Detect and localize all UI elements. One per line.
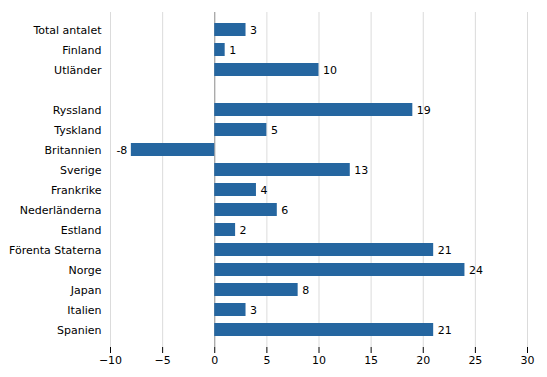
svg-text:Ryssland: Ryssland: [53, 104, 102, 117]
svg-text:0: 0: [211, 354, 218, 367]
svg-text:30: 30: [521, 354, 535, 367]
svg-text:5: 5: [271, 124, 278, 137]
svg-text:Estland: Estland: [61, 224, 102, 237]
svg-text:Italien: Italien: [67, 304, 101, 317]
svg-text:Finland: Finland: [62, 44, 101, 57]
svg-text:13: 13: [354, 164, 368, 177]
svg-text:−10: −10: [99, 354, 122, 367]
svg-text:Norge: Norge: [68, 264, 101, 277]
svg-text:Förenta Staterna: Förenta Staterna: [9, 244, 101, 257]
svg-text:Nederländerna: Nederländerna: [20, 204, 102, 217]
svg-text:6: 6: [281, 204, 288, 217]
svg-text:Sverige: Sverige: [60, 164, 102, 177]
svg-text:21: 21: [438, 244, 452, 257]
svg-text:21: 21: [438, 324, 452, 337]
svg-text:−5: −5: [155, 354, 171, 367]
svg-text:Japan: Japan: [70, 284, 102, 297]
svg-text:-8: -8: [116, 144, 127, 157]
svg-text:10: 10: [312, 354, 326, 367]
svg-text:Tyskland: Tyskland: [53, 124, 101, 137]
svg-text:Frankrike: Frankrike: [51, 184, 102, 197]
svg-text:Utländer: Utländer: [54, 64, 102, 77]
svg-text:24: 24: [469, 264, 483, 277]
svg-text:19: 19: [417, 104, 431, 117]
svg-text:Britannien: Britannien: [45, 144, 102, 157]
svg-text:3: 3: [250, 304, 257, 317]
svg-text:Total antalet: Total antalet: [32, 24, 102, 37]
svg-text:10: 10: [323, 64, 337, 77]
svg-text:Spanien: Spanien: [57, 324, 102, 337]
svg-text:1: 1: [229, 44, 236, 57]
svg-text:15: 15: [364, 354, 378, 367]
svg-text:8: 8: [302, 284, 309, 297]
svg-text:25: 25: [468, 354, 482, 367]
svg-text:4: 4: [260, 184, 267, 197]
svg-text:5: 5: [263, 354, 270, 367]
svg-text:2: 2: [240, 224, 247, 237]
svg-text:20: 20: [416, 354, 430, 367]
svg-text:3: 3: [250, 24, 257, 37]
